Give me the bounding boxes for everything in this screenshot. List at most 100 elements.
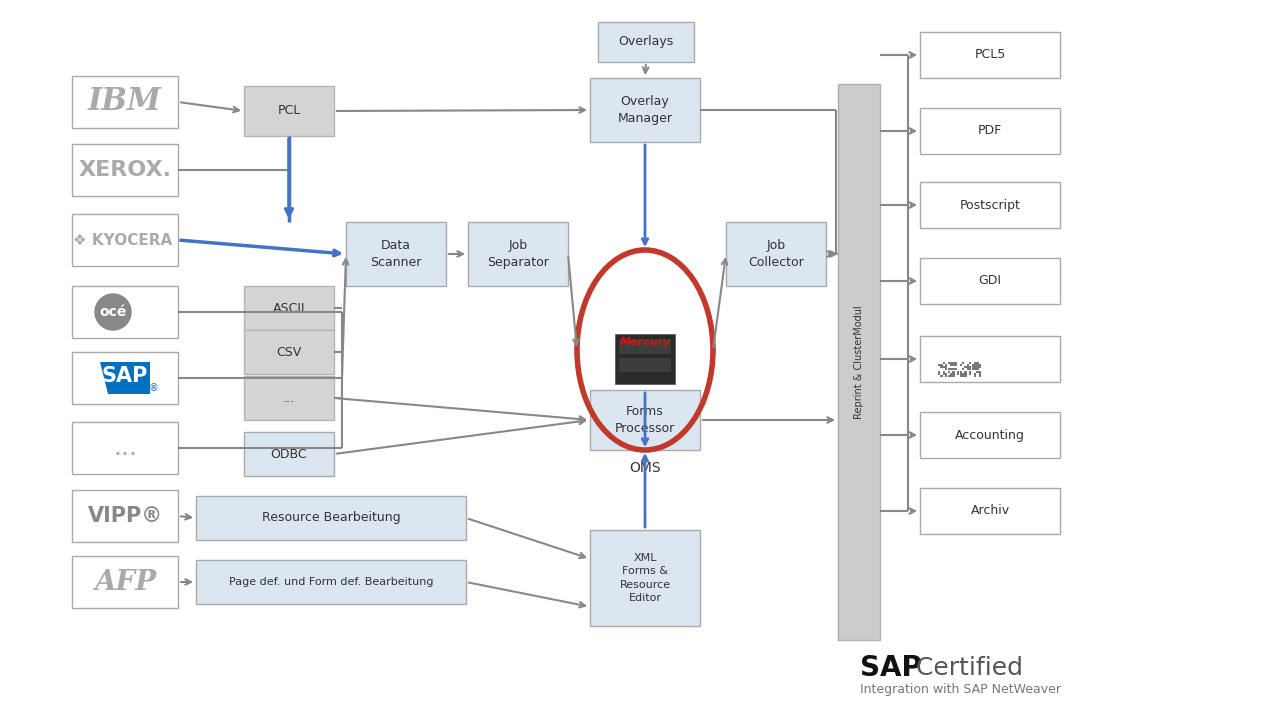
- Bar: [72, 556, 178, 608]
- Bar: [963, 361, 964, 364]
- Bar: [938, 373, 941, 375]
- Bar: [244, 330, 334, 374]
- Bar: [920, 412, 1060, 458]
- Bar: [950, 364, 952, 366]
- Bar: [955, 369, 957, 370]
- Bar: [964, 371, 966, 373]
- Bar: [943, 373, 945, 375]
- Bar: [620, 340, 671, 354]
- Bar: [72, 490, 178, 542]
- Bar: [977, 366, 979, 368]
- Bar: [952, 371, 955, 373]
- Bar: [977, 371, 979, 373]
- Bar: [963, 373, 964, 375]
- Bar: [945, 366, 947, 368]
- Bar: [964, 366, 966, 368]
- Bar: [943, 366, 945, 368]
- Bar: [941, 366, 942, 368]
- Text: ®: ®: [148, 383, 157, 393]
- Bar: [947, 371, 950, 373]
- Text: PCL5: PCL5: [974, 48, 1006, 61]
- Bar: [943, 371, 945, 373]
- Bar: [964, 375, 966, 377]
- Bar: [955, 361, 957, 364]
- Bar: [947, 369, 950, 370]
- Bar: [974, 364, 977, 366]
- Text: Postscript: Postscript: [960, 199, 1020, 212]
- Bar: [196, 560, 466, 604]
- Text: VIPP®: VIPP®: [87, 506, 163, 526]
- Bar: [947, 361, 950, 364]
- Bar: [614, 334, 675, 384]
- Bar: [938, 371, 941, 373]
- Bar: [966, 369, 969, 370]
- Bar: [969, 361, 972, 364]
- Bar: [974, 375, 977, 377]
- Bar: [977, 364, 979, 366]
- Bar: [952, 364, 955, 366]
- Bar: [979, 371, 980, 373]
- Text: océ: océ: [100, 305, 127, 319]
- Bar: [950, 375, 952, 377]
- Bar: [72, 286, 178, 338]
- Bar: [950, 373, 952, 375]
- Bar: [963, 369, 964, 370]
- Bar: [468, 222, 568, 286]
- Bar: [943, 361, 945, 364]
- Bar: [974, 373, 977, 375]
- Bar: [920, 488, 1060, 534]
- Bar: [969, 369, 972, 370]
- Text: XML
Forms &
Resource
Editor: XML Forms & Resource Editor: [620, 553, 671, 603]
- Text: Resource Bearbeitung: Resource Bearbeitung: [261, 511, 401, 524]
- Text: Page def. und Form def. Bearbeitung: Page def. und Form def. Bearbeitung: [229, 577, 433, 587]
- Bar: [920, 336, 1060, 382]
- Bar: [244, 376, 334, 420]
- Bar: [196, 496, 466, 540]
- Bar: [938, 364, 941, 366]
- Bar: [945, 369, 947, 370]
- Bar: [244, 432, 334, 476]
- Bar: [957, 371, 960, 373]
- Text: Archiv: Archiv: [970, 505, 1010, 518]
- Text: Job
Collector: Job Collector: [748, 239, 804, 269]
- Text: Certified: Certified: [908, 656, 1023, 680]
- Bar: [966, 366, 969, 368]
- Bar: [972, 366, 974, 368]
- Bar: [952, 373, 955, 375]
- Bar: [955, 364, 957, 366]
- Bar: [920, 108, 1060, 154]
- Bar: [952, 369, 955, 370]
- Bar: [969, 371, 972, 373]
- Text: Data
Scanner: Data Scanner: [370, 239, 421, 269]
- Bar: [920, 258, 1060, 304]
- Bar: [941, 364, 942, 366]
- Bar: [979, 373, 980, 375]
- Bar: [72, 422, 178, 474]
- Text: Overlay
Manager: Overlay Manager: [617, 95, 672, 125]
- Text: Job
Separator: Job Separator: [488, 239, 549, 269]
- Bar: [72, 214, 178, 266]
- Bar: [969, 366, 972, 368]
- Bar: [963, 375, 964, 377]
- Bar: [960, 373, 961, 375]
- Text: ODBC: ODBC: [270, 448, 307, 461]
- Text: GDI: GDI: [978, 274, 1001, 287]
- Bar: [974, 361, 977, 364]
- Bar: [945, 364, 947, 366]
- Bar: [941, 375, 942, 377]
- Text: ASCII: ASCII: [273, 302, 305, 315]
- Bar: [620, 358, 671, 372]
- Bar: [950, 361, 952, 364]
- Bar: [590, 78, 700, 142]
- Bar: [979, 375, 980, 377]
- Bar: [960, 371, 961, 373]
- Circle shape: [95, 294, 131, 330]
- Bar: [346, 222, 445, 286]
- Text: Overlays: Overlays: [618, 35, 673, 48]
- Bar: [244, 86, 334, 136]
- Bar: [952, 361, 955, 364]
- Bar: [979, 366, 980, 368]
- Bar: [966, 364, 969, 366]
- Text: IBM: IBM: [88, 86, 161, 117]
- Bar: [920, 32, 1060, 78]
